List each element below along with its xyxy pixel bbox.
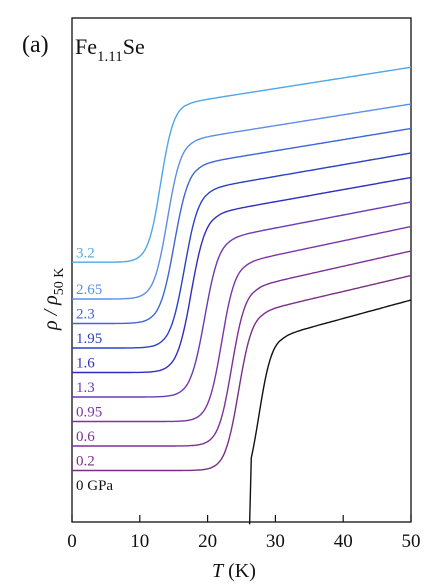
series-line [72, 127, 412, 325]
y-axis-title: ρ / ρ50 K [40, 268, 67, 331]
x-axis-ticks: 0 10 20 30 40 50 [67, 515, 421, 552]
series-label: 3.2 [76, 245, 95, 261]
series-line [72, 152, 412, 349]
series-line [72, 176, 412, 374]
x-tick-label: 30 [266, 531, 285, 552]
series-label: 0.2 [76, 454, 95, 470]
title-tail: Se [123, 34, 145, 59]
series-label: 1.6 [76, 356, 95, 372]
series-label: 0.95 [76, 405, 102, 421]
chart-title: Fe1.11Se [75, 34, 145, 65]
y-axis-title-sub: 50 K [52, 268, 67, 296]
series-label: 1.3 [76, 380, 95, 396]
title-base: Fe [75, 34, 97, 59]
series-line [72, 201, 412, 398]
series-line [248, 299, 411, 525]
series-line [72, 250, 412, 447]
x-axis-title-var: T [212, 560, 225, 582]
series-labels: 0 GPa 0.2 0.6 0.95 1.3 1.6 1.95 2.3 2.65 3.2 [76, 245, 113, 494]
series-line [72, 66, 412, 263]
series-label: 2.65 [76, 282, 102, 298]
x-axis-title: T (K) [212, 560, 256, 582]
title-subscript: 1.11 [97, 49, 123, 65]
series-label: 0 GPa [76, 478, 113, 494]
y-axis-title-main: ρ / ρ [40, 295, 62, 331]
series-curves [72, 66, 412, 525]
x-axis-title-unit: (K) [223, 560, 256, 582]
x-tick-label: 20 [198, 531, 217, 552]
plot-frame [71, 17, 412, 523]
series-label: 0.6 [76, 429, 95, 445]
x-tick-label: 40 [334, 531, 353, 552]
series-line [72, 103, 412, 300]
x-tick-label: 0 [67, 531, 77, 552]
series-line [72, 274, 412, 472]
series-label: 1.95 [76, 331, 102, 347]
x-tick-label: 10 [130, 531, 149, 552]
x-tick-label: 50 [402, 531, 421, 552]
series-label: 2.3 [76, 307, 95, 323]
series-line [72, 225, 412, 423]
panel-letter: (a) [22, 32, 49, 58]
